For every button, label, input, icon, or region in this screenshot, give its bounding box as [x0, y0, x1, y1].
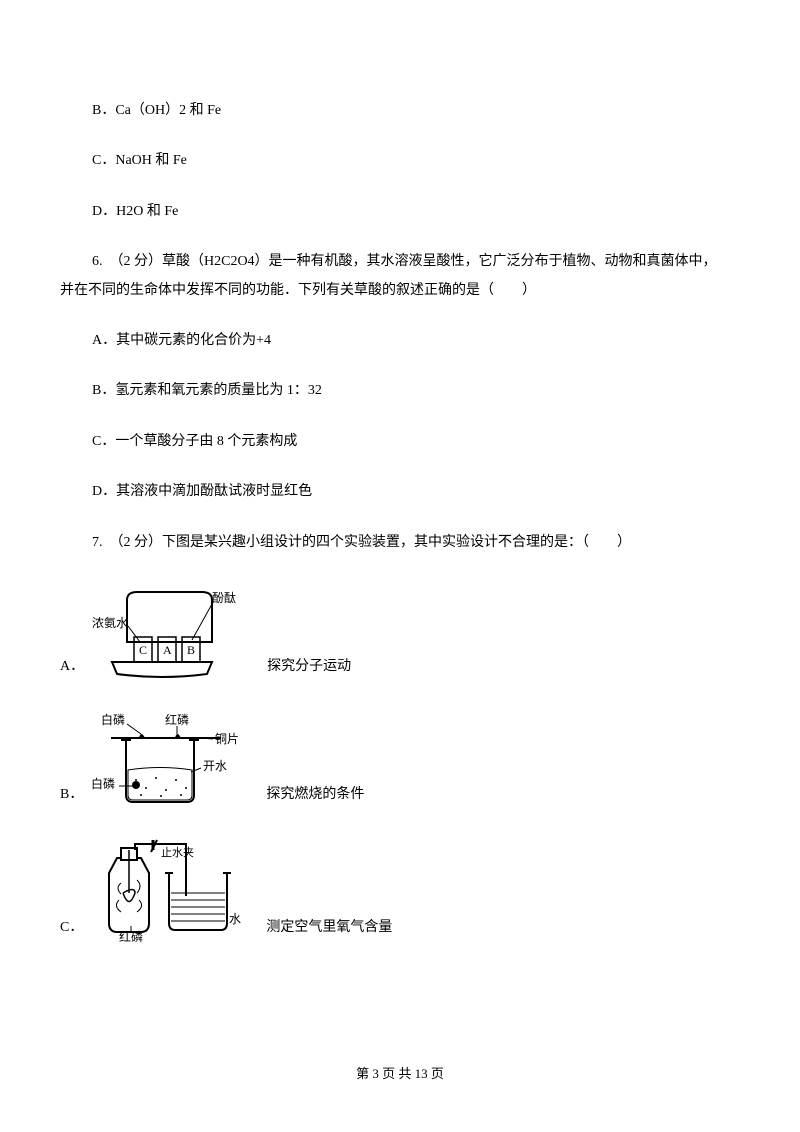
svg-text:红磷: 红磷	[165, 712, 189, 727]
q7-figure-a: C A B 浓氨水 酚酞	[92, 582, 257, 682]
svg-text:白磷: 白磷	[91, 776, 115, 791]
q7-option-c-caption: 测定空气里氧气含量	[266, 917, 392, 943]
q5-option-d: D．H2O 和 Fe	[60, 201, 740, 223]
q7-figure-c: 止水夹 红磷 水	[91, 838, 256, 943]
svg-text:A: A	[163, 643, 172, 657]
svg-text:开水: 开水	[203, 759, 227, 773]
q5-option-c: C．NaOH 和 Fe	[60, 150, 740, 172]
q7-option-b-row: B． 白磷	[60, 710, 740, 810]
q7-option-a-caption: 探究分子运动	[267, 656, 351, 682]
q7-option-b-caption: 探究燃烧的条件	[266, 784, 364, 810]
svg-text:浓氨水: 浓氨水	[92, 616, 128, 630]
q7-stem: 7. （2 分）下图是某兴趣小组设计的四个实验装置，其中实验设计不合理的是：（ …	[60, 532, 740, 554]
q7-figure-b: 白磷 红磷 铜片 开水 白磷	[91, 710, 256, 810]
q6-stem-line2: 并在不同的生命体中发挥不同的功能．下列有关草酸的叙述正确的是（ ）	[60, 280, 740, 302]
svg-text:止水夹: 止水夹	[161, 846, 194, 859]
q7-option-c-label: C．	[60, 917, 83, 943]
svg-text:酚酞: 酚酞	[212, 590, 236, 605]
q7-option-a-row: A． C A B 浓氨水 酚酞	[60, 582, 740, 682]
svg-text:白磷: 白磷	[101, 712, 125, 727]
q6-option-a: A．其中碳元素的化合价为+4	[60, 330, 740, 352]
svg-text:B: B	[187, 643, 195, 657]
q7-option-a-label: A．	[60, 656, 84, 682]
q6-stem-line1: 6. （2 分）草酸（H2C2O4）是一种有机酸，其水溶液呈酸性，它广泛分布于植…	[60, 251, 740, 273]
q7-option-c-row: C．	[60, 838, 740, 943]
svg-text:铜片: 铜片	[215, 731, 239, 746]
svg-text:C: C	[139, 643, 147, 657]
svg-text:水: 水	[229, 912, 241, 926]
page-footer: 第 3 页 共 13 页	[0, 1063, 800, 1082]
q6-option-c: C．一个草酸分子由 8 个元素构成	[60, 431, 740, 453]
q7-option-b-label: B．	[60, 784, 83, 810]
q6-option-d: D．其溶液中滴加酚酞试液时显红色	[60, 481, 740, 503]
q5-option-b: B．Ca（OH）2 和 Fe	[60, 100, 740, 122]
q6-option-b: B．氢元素和氧元素的质量比为 1：32	[60, 380, 740, 402]
